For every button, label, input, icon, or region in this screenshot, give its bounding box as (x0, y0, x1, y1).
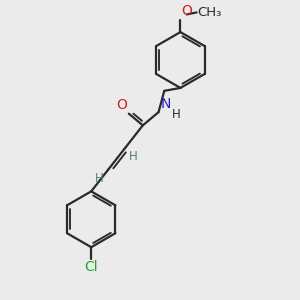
Text: CH₃: CH₃ (197, 6, 222, 19)
Text: H: H (128, 150, 137, 163)
Text: H: H (95, 172, 104, 185)
Text: O: O (116, 98, 127, 112)
Text: O: O (182, 4, 193, 18)
Text: Cl: Cl (84, 260, 98, 274)
Text: N: N (160, 97, 171, 111)
Text: H: H (172, 108, 181, 121)
